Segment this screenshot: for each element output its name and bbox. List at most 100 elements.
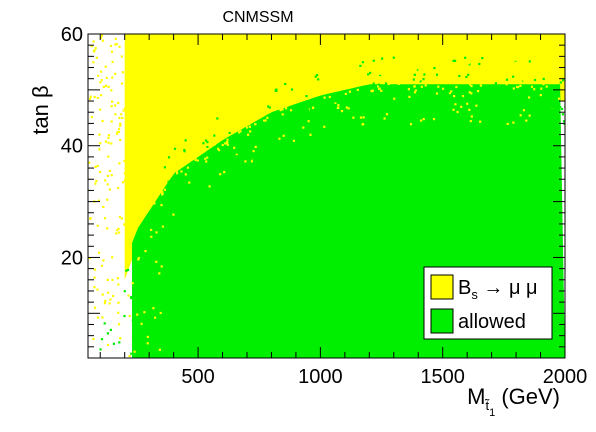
data-point <box>242 158 245 161</box>
data-point <box>455 73 458 76</box>
data-point <box>539 100 542 103</box>
data-point <box>439 96 442 99</box>
data-point <box>479 89 482 92</box>
data-point <box>292 139 295 142</box>
data-point <box>136 289 139 292</box>
data-point <box>280 96 283 99</box>
data-point <box>106 332 109 335</box>
data-point <box>112 294 115 298</box>
data-point <box>247 123 250 126</box>
data-point <box>498 96 501 99</box>
data-point <box>447 73 450 76</box>
data-point <box>314 75 317 78</box>
data-point <box>420 85 423 88</box>
data-point <box>561 84 564 87</box>
y-tick-label: 60 <box>61 24 83 46</box>
data-point <box>381 57 384 60</box>
data-point <box>94 182 97 185</box>
data-point <box>486 110 489 113</box>
data-point <box>139 270 142 273</box>
data-point <box>509 100 513 103</box>
data-point <box>514 108 517 111</box>
data-point <box>469 111 472 114</box>
data-point <box>500 65 503 68</box>
data-point <box>380 112 383 115</box>
data-point <box>214 169 217 172</box>
data-point <box>378 76 382 79</box>
data-point <box>140 137 143 141</box>
data-point <box>389 99 392 102</box>
data-point <box>236 155 239 158</box>
data-point <box>324 106 327 109</box>
data-point <box>147 203 150 206</box>
data-point <box>360 101 363 104</box>
data-point <box>95 56 98 59</box>
data-point <box>160 265 163 268</box>
data-point <box>225 142 229 145</box>
data-point <box>208 185 211 188</box>
data-point <box>99 108 102 111</box>
data-point <box>323 125 326 128</box>
data-point <box>470 66 473 69</box>
data-point <box>281 113 284 116</box>
data-point <box>477 57 480 61</box>
data-point <box>405 119 408 122</box>
data-point <box>411 59 414 62</box>
data-point <box>206 156 209 159</box>
data-point <box>121 116 124 119</box>
data-point <box>109 298 112 301</box>
data-point <box>187 174 190 177</box>
data-point <box>420 72 423 76</box>
data-point <box>158 245 161 248</box>
data-point <box>116 277 119 280</box>
x-tick-label: 1500 <box>420 366 465 388</box>
data-point <box>183 152 186 155</box>
data-point <box>446 113 449 116</box>
data-point <box>543 104 547 107</box>
data-point <box>150 228 153 231</box>
data-point <box>117 130 120 134</box>
data-point <box>272 138 275 141</box>
data-point <box>118 127 121 130</box>
data-point <box>415 96 418 99</box>
data-point <box>507 72 510 75</box>
data-point <box>117 323 121 326</box>
data-point <box>514 61 517 64</box>
data-point <box>369 71 372 74</box>
data-point <box>448 91 451 95</box>
data-point <box>422 78 425 81</box>
data-point <box>196 159 199 162</box>
data-point <box>508 84 512 87</box>
data-point <box>420 112 423 115</box>
data-point <box>128 354 131 358</box>
data-point <box>126 268 130 272</box>
data-point <box>204 157 207 160</box>
data-point <box>461 95 465 98</box>
data-point <box>146 289 149 293</box>
data-point <box>473 80 476 83</box>
data-point <box>395 85 398 88</box>
data-point <box>477 102 480 106</box>
data-point <box>475 111 478 114</box>
data-point <box>381 110 384 113</box>
data-point <box>172 190 175 194</box>
data-point <box>421 88 424 91</box>
data-point <box>534 113 537 117</box>
data-point <box>400 98 403 101</box>
data-point <box>292 115 295 118</box>
data-point <box>393 122 396 125</box>
data-point <box>512 87 515 90</box>
data-point <box>533 78 537 82</box>
data-point <box>264 152 267 155</box>
data-point <box>108 188 111 191</box>
data-point <box>111 60 114 63</box>
data-point <box>312 106 315 109</box>
data-point <box>199 132 202 135</box>
data-point <box>469 120 472 123</box>
data-point <box>284 138 287 141</box>
data-point <box>494 82 497 85</box>
data-point <box>477 90 480 93</box>
data-point <box>117 283 120 286</box>
data-point <box>213 143 216 146</box>
data-point <box>206 141 209 144</box>
